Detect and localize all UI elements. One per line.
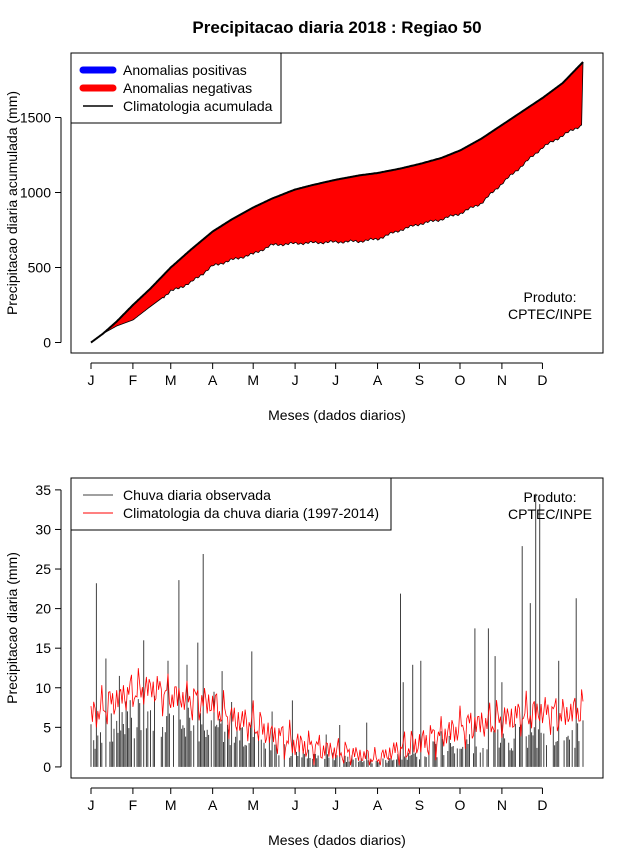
- plot2-ylabel: Precipitacao diaria (mm): [4, 552, 20, 704]
- plot2-xlabel: Meses (dados diarios): [268, 832, 406, 848]
- plot2-month-label: O: [455, 797, 466, 813]
- credit-line2-top: CPTEC/INPE: [508, 306, 592, 322]
- plot1-y-axis: 0 500 1000 1500: [20, 110, 62, 351]
- plot2-month-label: J: [88, 797, 95, 813]
- plot2-y-axis: 0 5 10 15 20 25 30 35: [35, 482, 62, 775]
- plot2-y-tick-label: 30: [35, 521, 51, 537]
- plot1-y-tick-label: 1000: [20, 185, 51, 201]
- plot2-month-label: J: [332, 797, 339, 813]
- plot2-legend: Chuva diaria observada Climatologia da c…: [70, 477, 392, 531]
- plot2-y-tick-label: 5: [43, 719, 51, 735]
- plot1-month-label: J: [292, 372, 299, 388]
- plot2-month-label: A: [208, 797, 218, 813]
- legend-climatology-daily-label: Climatologia da chuva diaria (1997-2014): [123, 505, 379, 521]
- climatology-daily-series: [90, 668, 584, 766]
- credit-line1-bottom: Produto:: [524, 489, 577, 505]
- negative-anomaly-area: [91, 62, 583, 343]
- plot2-y-tick-label: 10: [35, 680, 51, 696]
- climatology-cumulative-line: [90, 61, 584, 344]
- legend-climatology-label: Climatologia acumulada: [123, 98, 273, 114]
- plot1-month-label: A: [373, 372, 383, 388]
- legend-observed-label: Chuva diaria observada: [123, 487, 271, 503]
- plot1-month-label: M: [165, 372, 177, 388]
- plot2-y-tick-label: 0: [43, 759, 51, 775]
- observed-cumulative-line: [90, 61, 584, 343]
- plot2-y-tick-label: 35: [35, 482, 51, 498]
- plot2-y-tick-label: 25: [35, 561, 51, 577]
- plot2-month-label: S: [415, 797, 424, 813]
- main-title: Precipitacao diaria 2018 : Regiao 50: [192, 18, 481, 37]
- plot1-xlabel: Meses (dados diarios): [268, 407, 406, 423]
- plot2-month-label: N: [497, 797, 507, 813]
- plot2-y-tick-label: 20: [35, 601, 51, 617]
- plot1-month-label: D: [537, 372, 547, 388]
- plot1-month-label: F: [129, 372, 138, 388]
- plot1-month-label: J: [332, 372, 339, 388]
- climatology-daily-line: [90, 668, 584, 766]
- cumulative-lines: [90, 61, 584, 344]
- plot1-month-label: A: [208, 372, 218, 388]
- legend-positive-label: Anomalias positivas: [123, 62, 247, 78]
- plot2-month-label: D: [537, 797, 547, 813]
- credit-line2-bottom: CPTEC/INPE: [508, 506, 592, 522]
- plot2-month-label: A: [373, 797, 383, 813]
- daily-panel: 0 5 10 15 20 25 30 35 J F M A M J J A S O N D Precipitacao…: [4, 477, 604, 848]
- plot1-y-tick-label: 500: [28, 260, 52, 276]
- observed-daily-bars: [90, 493, 584, 767]
- plot1-month-label: S: [415, 372, 424, 388]
- plot1-month-label: J: [88, 372, 95, 388]
- plot2-month-label: F: [129, 797, 138, 813]
- plot2-y-tick-label: 15: [35, 640, 51, 656]
- plot2-legend-box: [70, 477, 392, 531]
- anomaly-area: [91, 62, 583, 343]
- credit-line1-top: Produto:: [524, 289, 577, 305]
- legend-negative-label: Anomalias negativas: [123, 80, 252, 96]
- cumulative-panel: 0 500 1000 1500 J F M A M J J A S O N D Precipitacao d…: [4, 52, 604, 423]
- plot1-month-label: O: [455, 372, 466, 388]
- plot2-month-label: M: [247, 797, 259, 813]
- plot1-legend: Anomalias positivas Anomalias negativas …: [70, 52, 282, 124]
- plot1-month-label: N: [497, 372, 507, 388]
- plot1-y-tick-label: 1500: [20, 110, 51, 126]
- plot2-month-label: M: [165, 797, 177, 813]
- plot2-month-label: J: [292, 797, 299, 813]
- plot1-y-tick-label: 0: [43, 335, 51, 351]
- plot1-frame: [70, 52, 604, 354]
- plot1-month-label: M: [247, 372, 259, 388]
- plot1-ylabel: Precipitacao diaria acumulada (mm): [4, 91, 20, 315]
